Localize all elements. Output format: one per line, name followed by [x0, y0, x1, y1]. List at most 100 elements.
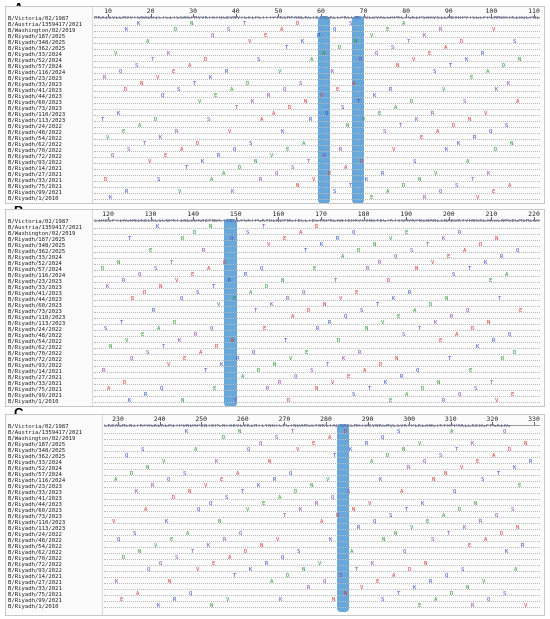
- variant-residue: R: [307, 585, 311, 591]
- variant-residue: D: [450, 591, 454, 597]
- conserved-dots: [94, 115, 540, 116]
- variant-residue: A: [157, 326, 161, 332]
- variant-residue: D: [458, 507, 462, 513]
- sequence-name: B/Riyadh/75/2021: [8, 184, 62, 190]
- variant-residue: D: [238, 165, 242, 171]
- variant-residue: R: [479, 519, 483, 525]
- variant-residue: A: [291, 314, 295, 320]
- variant-residue: K: [301, 39, 305, 45]
- ruler-tick-mark: [409, 422, 411, 425]
- variant-residue: K: [157, 603, 161, 609]
- variant-residue: T: [151, 57, 155, 63]
- variant-residue: V: [412, 57, 416, 63]
- variant-residue: V: [312, 177, 316, 183]
- sequence-name: B/Riyadh/62/2022: [8, 550, 62, 556]
- variant-residue: K: [128, 398, 132, 404]
- ruler-tick-mark: [108, 14, 109, 17]
- variant-residue: E: [312, 441, 316, 447]
- variant-residue: Q: [439, 189, 443, 195]
- variant-residue: R: [265, 561, 269, 567]
- variant-residue: Q: [375, 51, 379, 57]
- variant-residue: K: [463, 525, 467, 531]
- ruler-tick-label: 330: [528, 415, 540, 423]
- variant-residue: D: [123, 380, 127, 386]
- variant-residue: S: [133, 531, 137, 537]
- variant-residue: R: [431, 111, 435, 117]
- ruler-tick-label: 100: [485, 7, 498, 15]
- ruler-tick-label: 90: [444, 7, 453, 15]
- variant-residue: T: [193, 81, 197, 87]
- ruler-tick-label: 310: [444, 415, 457, 423]
- reference-sequence: LKEAGHCNITKPAGKDKLMITPDNDAPENTEPCNTAEVLV…: [104, 424, 511, 429]
- variant-residue: V: [318, 561, 322, 567]
- variant-residue: S: [463, 99, 467, 105]
- variant-residue: T: [405, 507, 409, 513]
- reference-sequence: LIREIFTIAGRNIKECKLSCNPKTINLDDRAEFNDCTEEC…: [94, 219, 540, 224]
- variant-residue: D: [130, 471, 134, 477]
- conserved-dots: [94, 276, 540, 277]
- conserved-dots: [94, 294, 540, 295]
- column-divider: [102, 415, 103, 615]
- variant-residue: K: [415, 117, 419, 123]
- ruler-tick-label: 70: [359, 7, 368, 15]
- variant-residue: K: [349, 447, 353, 453]
- variant-residue: N: [273, 362, 277, 368]
- variant-residue: A: [228, 555, 232, 561]
- conserved-dots: [94, 360, 540, 361]
- sequence-name: B/Riyadh/99/2021: [8, 393, 62, 399]
- sequence-name: B/Riyadh/93/2022: [8, 568, 62, 574]
- conserved-dots: [94, 336, 540, 337]
- conserved-dots: [94, 282, 540, 283]
- variant-residue: E: [418, 603, 422, 609]
- ruler-tick-mark: [363, 14, 365, 17]
- conserved-dots: [94, 163, 540, 164]
- variant-residue: T: [355, 567, 359, 573]
- variant-residue: K: [215, 459, 219, 465]
- conserved-dots: [104, 493, 540, 494]
- variant-residue: Q: [352, 230, 356, 236]
- variant-residue: R: [316, 326, 320, 332]
- sequence-name: B/Riyadh/48/2022: [8, 130, 62, 136]
- variant-residue: D: [244, 549, 248, 555]
- variant-residue: R: [378, 260, 382, 266]
- variant-residue: Q: [275, 171, 279, 177]
- ruler-tick-label: 250: [195, 415, 208, 423]
- conserved-dots: [104, 553, 540, 554]
- variant-residue: Q: [233, 147, 237, 153]
- variant-residue: E: [389, 398, 393, 404]
- variant-residue: E: [469, 368, 473, 374]
- variant-residue: R: [492, 338, 496, 344]
- variant-residue: K: [249, 567, 253, 573]
- variant-residue: A: [402, 21, 406, 27]
- variant-residue: K: [231, 189, 235, 195]
- variant-residue: E: [447, 254, 451, 260]
- variant-residue: R: [278, 380, 282, 386]
- variant-residue: Q: [138, 272, 142, 278]
- variant-residue: S: [511, 507, 515, 513]
- variant-residue: A: [434, 597, 438, 603]
- variant-residue: T: [490, 380, 494, 386]
- sequence-name: B/Riyadh/33/2023: [8, 285, 62, 291]
- sequence-name: B/Riyadh/33/2024: [8, 460, 62, 466]
- ruler-tick-mark: [448, 217, 450, 220]
- variant-residue: N: [495, 236, 499, 242]
- variant-residue: S: [275, 435, 279, 441]
- variant-residue: N: [346, 123, 350, 129]
- variant-residue: S: [455, 183, 459, 189]
- variant-residue: A: [146, 39, 150, 45]
- variant-residue: T: [234, 398, 238, 404]
- conserved-dots: [94, 43, 540, 44]
- variant-residue: R: [359, 57, 363, 63]
- sequence-name: B/Riyadh/348/2025: [8, 243, 66, 249]
